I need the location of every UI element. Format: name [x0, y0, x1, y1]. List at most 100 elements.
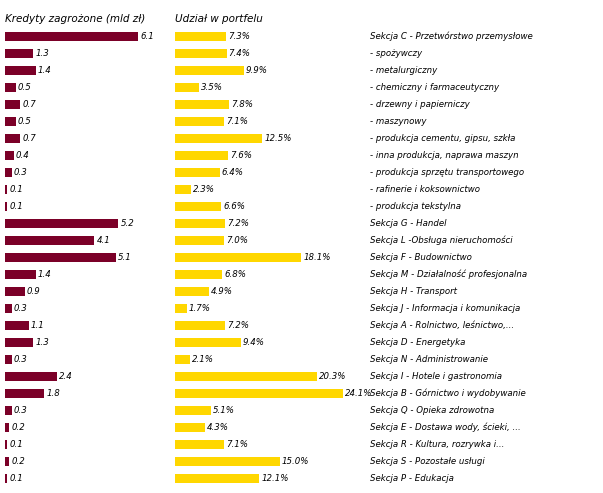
- Bar: [175, 474, 259, 484]
- Text: - produkcja cementu, gipsu, szkła: - produkcja cementu, gipsu, szkła: [370, 134, 516, 143]
- Text: 1.8: 1.8: [46, 389, 60, 398]
- Text: 1.1: 1.1: [31, 321, 45, 330]
- Bar: [175, 304, 187, 314]
- Bar: [175, 202, 221, 211]
- Bar: [175, 66, 244, 75]
- Bar: [175, 184, 191, 194]
- Text: Sekcja Q - Opieka zdrowotna: Sekcja Q - Opieka zdrowotna: [370, 406, 494, 415]
- Text: 6.1: 6.1: [140, 32, 154, 41]
- Bar: [5, 202, 7, 211]
- Text: Sekcja I - Hotele i gastronomia: Sekcja I - Hotele i gastronomia: [370, 372, 502, 381]
- Text: 7.4%: 7.4%: [229, 49, 251, 58]
- Text: 0.2: 0.2: [11, 423, 25, 432]
- Bar: [5, 134, 21, 143]
- Text: 1.4: 1.4: [37, 66, 51, 75]
- Text: 20.3%: 20.3%: [318, 372, 346, 381]
- Bar: [5, 406, 11, 416]
- Bar: [5, 218, 118, 228]
- Bar: [5, 354, 11, 364]
- Text: 0.1: 0.1: [9, 202, 23, 211]
- Bar: [5, 49, 33, 59]
- Bar: [5, 320, 29, 330]
- Text: 0.3: 0.3: [13, 168, 27, 177]
- Text: Udział w portfelu: Udział w portfelu: [175, 14, 263, 24]
- Bar: [5, 474, 7, 484]
- Bar: [175, 100, 229, 109]
- Bar: [175, 49, 227, 59]
- Text: 5.2: 5.2: [121, 219, 134, 228]
- Bar: [5, 116, 16, 126]
- Text: 0.1: 0.1: [9, 185, 23, 194]
- Text: 9.9%: 9.9%: [246, 66, 268, 75]
- Text: Sekcja S - Pozostałe usługi: Sekcja S - Pozostałe usługi: [370, 457, 485, 466]
- Bar: [5, 286, 25, 296]
- Bar: [175, 286, 209, 296]
- Text: Sekcja B - Górnictwo i wydobywanie: Sekcja B - Górnictwo i wydobywanie: [370, 389, 526, 398]
- Bar: [5, 82, 16, 92]
- Text: 24.1%: 24.1%: [345, 389, 373, 398]
- Text: 15.0%: 15.0%: [282, 457, 309, 466]
- Text: 7.1%: 7.1%: [227, 440, 248, 449]
- Text: 0.7: 0.7: [22, 100, 36, 109]
- Bar: [5, 150, 14, 160]
- Text: 0.9: 0.9: [27, 287, 40, 296]
- Text: Sekcja D - Energetyka: Sekcja D - Energetyka: [370, 338, 466, 347]
- Bar: [175, 457, 280, 466]
- Text: 7.6%: 7.6%: [230, 151, 252, 160]
- Text: Kredyty zagrożone (mld zł): Kredyty zagrożone (mld zł): [5, 14, 145, 24]
- Bar: [5, 388, 44, 398]
- Text: Sekcja L -Obsługa nieruchomości: Sekcja L -Obsługa nieruchomości: [370, 236, 513, 245]
- Bar: [5, 168, 11, 177]
- Text: 12.1%: 12.1%: [261, 474, 289, 483]
- Bar: [175, 320, 225, 330]
- Bar: [5, 270, 36, 280]
- Text: Sekcja F - Budownictwo: Sekcja F - Budownictwo: [370, 253, 472, 262]
- Text: 7.3%: 7.3%: [228, 32, 250, 41]
- Bar: [175, 82, 200, 92]
- Bar: [5, 372, 57, 382]
- Bar: [175, 423, 205, 432]
- Text: Sekcja G - Handel: Sekcja G - Handel: [370, 219, 446, 228]
- Text: 5.1: 5.1: [118, 253, 132, 262]
- Text: 1.4: 1.4: [37, 270, 51, 279]
- Bar: [175, 150, 228, 160]
- Text: 2.3%: 2.3%: [193, 185, 215, 194]
- Text: 4.1: 4.1: [96, 236, 110, 245]
- Text: Sekcja H - Transport: Sekcja H - Transport: [370, 287, 457, 296]
- Text: 1.3: 1.3: [36, 49, 49, 58]
- Text: 1.3: 1.3: [36, 338, 49, 347]
- Bar: [5, 304, 11, 314]
- Text: 0.3: 0.3: [13, 355, 27, 364]
- Text: 0.2: 0.2: [11, 457, 25, 466]
- Bar: [175, 134, 262, 143]
- Text: 4.3%: 4.3%: [207, 423, 229, 432]
- Text: 1.7%: 1.7%: [189, 304, 211, 313]
- Text: 0.5: 0.5: [18, 83, 31, 92]
- Text: 7.2%: 7.2%: [227, 321, 249, 330]
- Text: - maszynowy: - maszynowy: [370, 117, 426, 126]
- Text: Sekcja C - Przetwórstwo przemysłowe: Sekcja C - Przetwórstwo przemysłowe: [370, 32, 532, 41]
- Text: 6.8%: 6.8%: [224, 270, 247, 279]
- Text: Sekcja N - Administrowanie: Sekcja N - Administrowanie: [370, 355, 488, 364]
- Text: - chemiczny i farmaceutyczny: - chemiczny i farmaceutyczny: [370, 83, 499, 92]
- Text: - drzewny i papierniczy: - drzewny i papierniczy: [370, 100, 470, 109]
- Bar: [175, 372, 317, 382]
- Text: 7.0%: 7.0%: [226, 236, 248, 245]
- Text: Sekcja R - Kultura, rozrywka i...: Sekcja R - Kultura, rozrywka i...: [370, 440, 504, 449]
- Bar: [175, 270, 223, 280]
- Text: 5.1%: 5.1%: [212, 406, 235, 415]
- Text: 12.5%: 12.5%: [264, 134, 292, 143]
- Bar: [175, 236, 224, 246]
- Bar: [175, 440, 224, 450]
- Text: 0.3: 0.3: [13, 304, 27, 313]
- Bar: [175, 354, 189, 364]
- Text: 3.5%: 3.5%: [201, 83, 223, 92]
- Bar: [5, 100, 21, 109]
- Text: 7.2%: 7.2%: [227, 219, 249, 228]
- Text: 0.7: 0.7: [22, 134, 36, 143]
- Bar: [175, 252, 301, 262]
- Bar: [175, 406, 210, 416]
- Text: Sekcja A - Rolnictwo, leśnictwo,...: Sekcja A - Rolnictwo, leśnictwo,...: [370, 321, 514, 330]
- Text: 18.1%: 18.1%: [303, 253, 330, 262]
- Bar: [5, 423, 10, 432]
